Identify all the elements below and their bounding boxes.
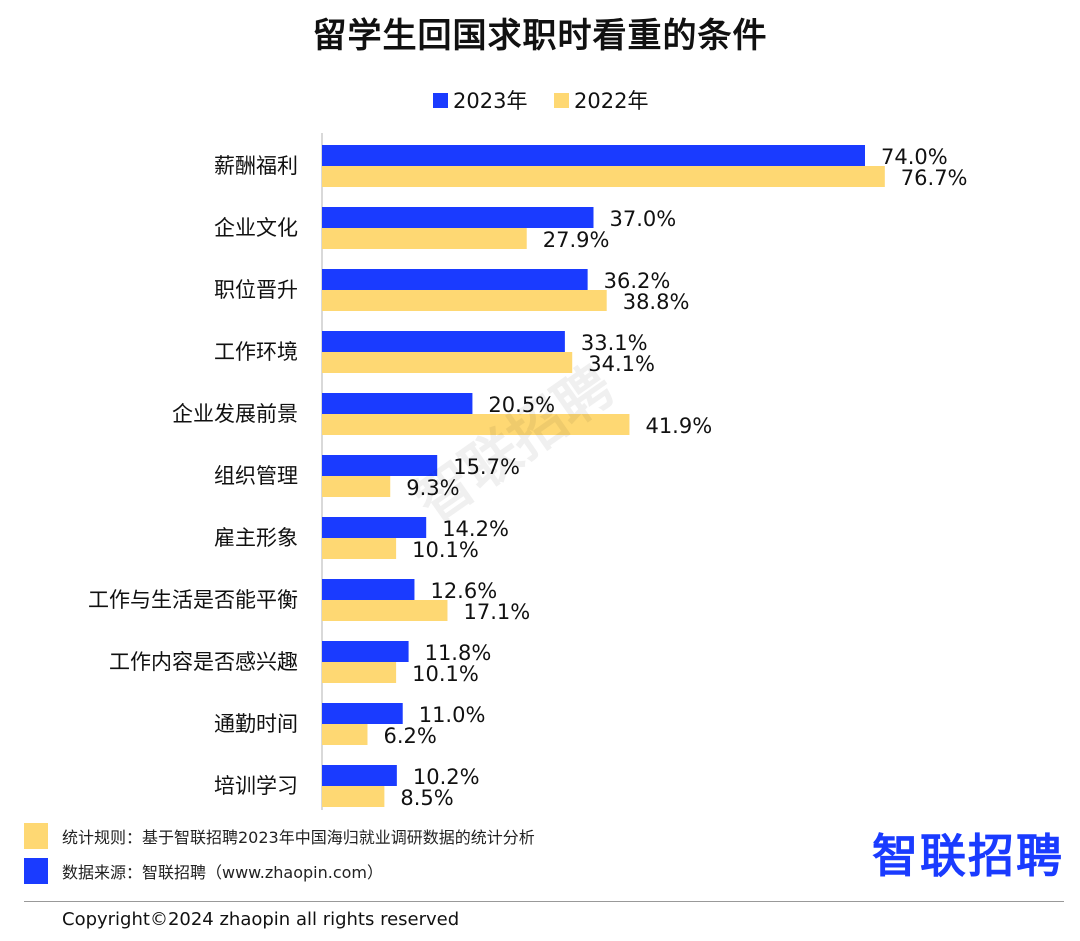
rule-swatch	[24, 823, 48, 849]
source-swatch	[24, 858, 48, 884]
source-text: 数据来源：智联招聘（www.zhaopin.com）	[62, 863, 384, 882]
legend-swatch-1	[554, 93, 569, 108]
category-label-8: 工作内容是否感兴趣	[109, 650, 298, 674]
bar-0-4	[322, 393, 473, 414]
category-label-6: 雇主形象	[214, 526, 298, 550]
bar-1-0	[322, 166, 885, 187]
bar-1-5	[322, 476, 391, 497]
data-label-1-7: 17.1%	[463, 600, 530, 624]
data-label-1-10: 8.5%	[400, 786, 453, 810]
category-label-7: 工作与生活是否能平衡	[88, 588, 298, 612]
data-label-1-1: 27.9%	[543, 228, 610, 252]
bar-0-8	[322, 641, 409, 662]
data-label-0-9: 11.0%	[419, 703, 486, 727]
bar-1-7	[322, 600, 448, 621]
bar-1-9	[322, 724, 368, 745]
bar-0-9	[322, 703, 403, 724]
data-label-0-10: 10.2%	[413, 765, 480, 789]
data-label-0-0: 74.0%	[881, 145, 948, 169]
data-label-0-4: 20.5%	[488, 393, 555, 417]
bar-0-2	[322, 269, 588, 290]
footer-source: 数据来源：智联招聘（www.zhaopin.com）	[24, 858, 383, 884]
data-label-1-4: 41.9%	[645, 414, 712, 438]
copyright: Copyright©2024 zhaopin all rights reserv…	[62, 909, 460, 930]
category-label-0: 薪酬福利	[214, 154, 298, 178]
data-label-0-7: 12.6%	[430, 579, 497, 603]
category-label-10: 培训学习	[214, 774, 298, 798]
bar-1-8	[322, 662, 397, 683]
footer-divider	[24, 901, 1064, 902]
bar-0-0	[322, 145, 865, 166]
data-label-0-5: 15.7%	[453, 455, 520, 479]
bar-0-7	[322, 579, 415, 600]
category-label-1: 企业文化	[214, 216, 298, 240]
bar-0-3	[322, 331, 565, 352]
bar-0-5	[322, 455, 438, 476]
category-label-9: 通勤时间	[214, 712, 298, 736]
data-label-0-6: 14.2%	[442, 517, 509, 541]
data-label-1-9: 6.2%	[383, 724, 436, 748]
category-label-5: 组织管理	[214, 464, 298, 488]
bar-0-6	[322, 517, 427, 538]
category-label-2: 职位晋升	[214, 278, 298, 302]
footer-rule: 统计规则：基于智联招聘2023年中国海归就业调研数据的统计分析	[24, 823, 535, 849]
data-label-1-2: 38.8%	[623, 290, 690, 314]
bar-1-1	[322, 228, 527, 249]
data-label-0-2: 36.2%	[604, 269, 671, 293]
category-label-4: 企业发展前景	[172, 402, 298, 426]
legend-label-1: 2022年	[574, 89, 648, 113]
data-label-1-8: 10.1%	[412, 662, 479, 686]
data-label-1-6: 10.1%	[412, 538, 479, 562]
chart-title: 留学生回国求职时看重的条件	[312, 16, 768, 56]
zhaopin-logo: 智联招聘	[872, 829, 1064, 883]
bar-1-2	[322, 290, 607, 311]
bar-1-6	[322, 538, 397, 559]
bar-1-4	[322, 414, 630, 435]
bar-1-10	[322, 786, 385, 807]
bar-0-1	[322, 207, 594, 228]
data-label-1-3: 34.1%	[588, 352, 655, 376]
data-label-0-3: 33.1%	[581, 331, 648, 355]
bar-1-3	[322, 352, 573, 373]
category-label-3: 工作环境	[214, 340, 298, 364]
data-label-1-0: 76.7%	[901, 166, 968, 190]
legend-swatch-0	[433, 93, 448, 108]
data-label-1-5: 9.3%	[406, 476, 459, 500]
bar-0-10	[322, 765, 397, 786]
rule-text: 统计规则：基于智联招聘2023年中国海归就业调研数据的统计分析	[62, 828, 535, 847]
data-label-0-1: 37.0%	[610, 207, 677, 231]
legend-label-0: 2023年	[453, 89, 527, 113]
data-label-0-8: 11.8%	[425, 641, 492, 665]
